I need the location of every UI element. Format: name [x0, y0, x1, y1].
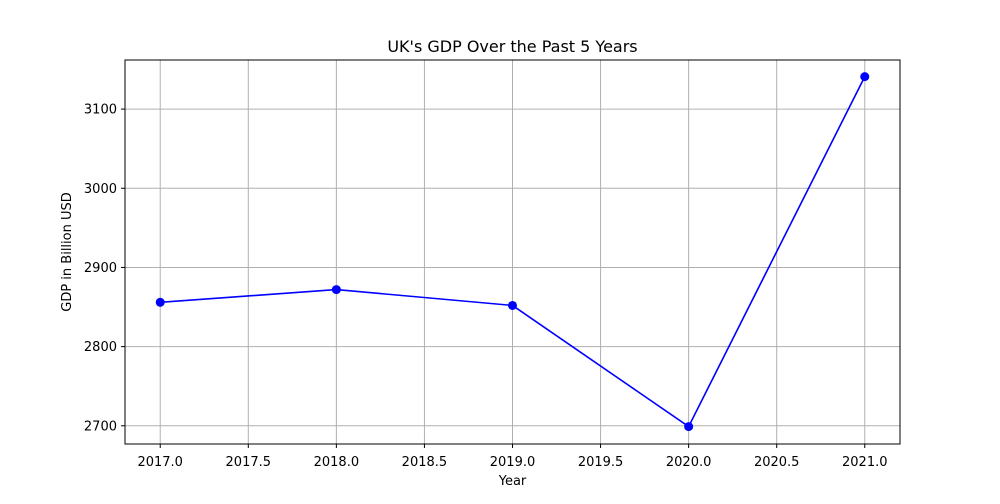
axis-ticks: 2017.0 2017.5 2018.0 2018.5 2019.0 2019.5 2020…	[84, 103, 888, 470]
x-tick-label: 2018.0	[314, 455, 360, 470]
x-tick-label: 2017.0	[137, 455, 183, 470]
x-tick-label: 2019.5	[578, 455, 624, 470]
y-axis-label: GDP in Billion USD	[60, 192, 75, 312]
data-point-marker	[508, 300, 517, 310]
x-tick-label: 2021.0	[842, 455, 888, 470]
data-series	[155, 72, 870, 432]
y-tick-label: 2800	[84, 340, 117, 355]
x-axis-label: Year	[498, 474, 527, 489]
y-tick-label: 3100	[84, 103, 117, 118]
y-tick-label: 2700	[84, 419, 117, 434]
x-tick-label: 2017.5	[226, 455, 272, 470]
data-point-marker	[860, 72, 870, 82]
x-tick-label: 2020.5	[754, 455, 800, 470]
data-point-marker	[684, 422, 694, 432]
chart-title: UK's GDP Over the Past 5 Years	[387, 37, 637, 56]
x-tick-label: 2020.0	[666, 455, 712, 470]
x-tick-label: 2019.0	[490, 455, 536, 470]
x-tick-label: 2018.5	[402, 455, 448, 470]
y-tick-label: 2900	[84, 261, 117, 276]
y-tick-label: 3000	[84, 182, 117, 197]
grid-lines	[125, 60, 900, 444]
data-point-marker	[331, 285, 341, 295]
data-point-marker	[155, 297, 165, 307]
